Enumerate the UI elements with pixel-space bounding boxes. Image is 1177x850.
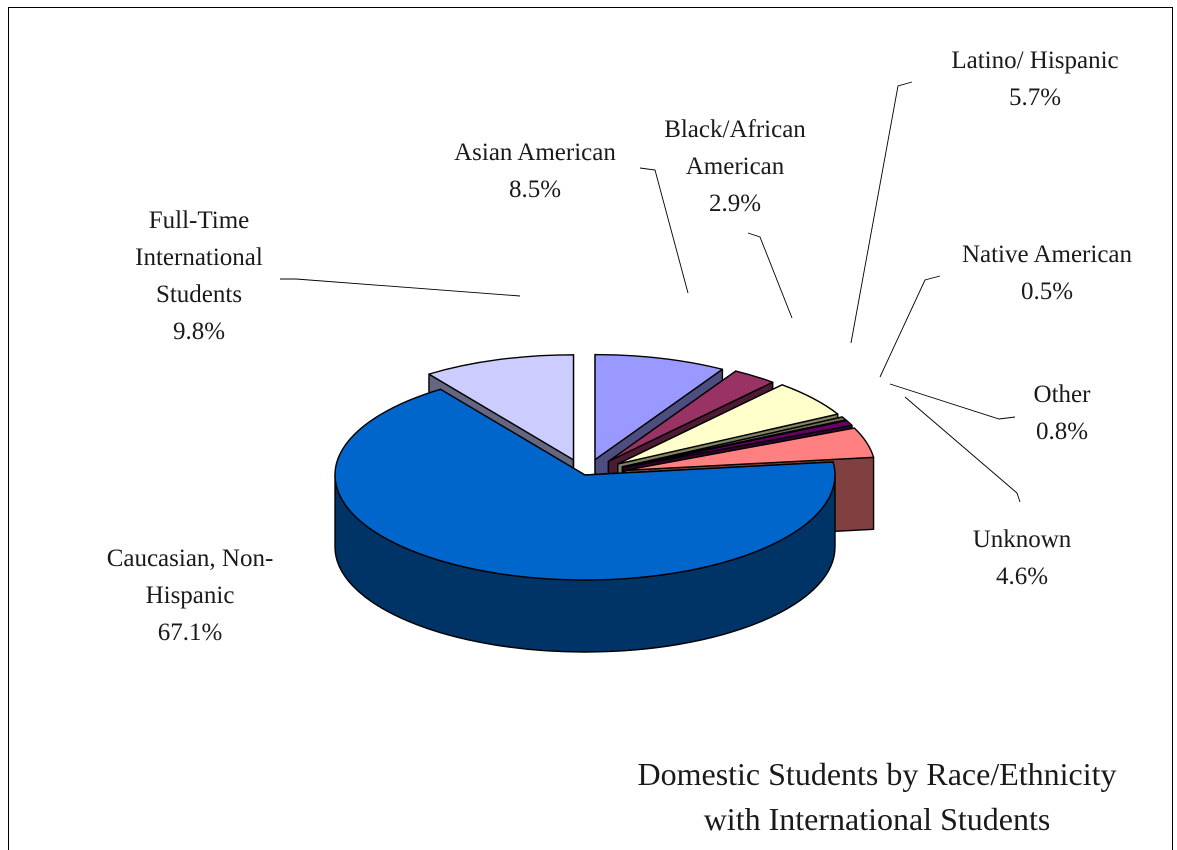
pie-labels: Asian American 8.5% Black/African American 2… bbox=[107, 47, 1133, 646]
slice-1-category-label: American bbox=[686, 153, 785, 180]
chart-title: Domestic Students by Race/Ethnicity with … bbox=[637, 756, 1116, 837]
slice-7-category-label: International bbox=[135, 244, 263, 271]
slice-0-category-label: Asian American bbox=[454, 139, 616, 166]
slice-3-value-label: 0.5% bbox=[1021, 278, 1073, 305]
slice-7-label: Full-Time International Students 9.8% bbox=[135, 207, 263, 345]
slice-2-label: Latino/ Hispanic 5.7% bbox=[951, 47, 1118, 111]
slice-5-value-label: 4.6% bbox=[996, 563, 1048, 590]
slice-4-leader-line bbox=[889, 383, 1016, 420]
slice-3-leader-line bbox=[879, 275, 941, 378]
slice-0-top bbox=[594, 353, 724, 461]
slice-3-label: Native American 0.5% bbox=[962, 241, 1133, 305]
slice-7-value-label: 9.8% bbox=[173, 318, 225, 345]
slice-6-category-label: Caucasian, Non- bbox=[107, 545, 274, 572]
slice-0-leader-line bbox=[639, 167, 689, 294]
chart-title-line: with International Students bbox=[704, 801, 1051, 837]
slice-2-category-label: Latino/ Hispanic bbox=[951, 47, 1118, 74]
slice-4-top bbox=[622, 419, 853, 469]
slice-1-leader-line bbox=[747, 232, 793, 319]
slice-4-category-label: Other bbox=[1034, 381, 1092, 408]
chart-title-line: Domestic Students by Race/Ethnicity bbox=[637, 756, 1116, 792]
slice-5-leader-line bbox=[904, 396, 1021, 503]
slice-4-label: Other 0.8% bbox=[1034, 381, 1092, 445]
slice-5-top bbox=[624, 427, 875, 472]
slice-0-value-label: 8.5% bbox=[509, 176, 561, 203]
slice-7-category-label: Full-Time bbox=[149, 207, 250, 234]
slice-2-value-label: 5.7% bbox=[1009, 84, 1061, 111]
slice-7-category-label: Students bbox=[156, 281, 242, 308]
slice-2-leader-line bbox=[850, 81, 913, 344]
slice-1-value-label: 2.9% bbox=[709, 190, 761, 217]
pie-tops bbox=[334, 353, 875, 581]
slice-1-top bbox=[607, 370, 774, 463]
slice-1-label: Black/African American 2.9% bbox=[664, 116, 806, 217]
chart-frame bbox=[8, 7, 1173, 850]
slice-4-value-label: 0.8% bbox=[1036, 418, 1088, 445]
slice-6-category-label: Hispanic bbox=[146, 582, 235, 609]
slice-3-category-label: Native American bbox=[962, 241, 1133, 268]
slice-1-category-label: Black/African bbox=[664, 116, 806, 143]
slice-3-top bbox=[621, 416, 847, 468]
slice-2-top bbox=[617, 384, 839, 465]
slice-7-leader-line bbox=[280, 278, 521, 297]
slice-6-label: Caucasian, Non- Hispanic 67.1% bbox=[107, 545, 274, 646]
slice-6-value-label: 67.1% bbox=[158, 619, 223, 646]
slice-7-top bbox=[428, 354, 575, 461]
slice-6-top bbox=[334, 388, 836, 581]
slice-0-label: Asian American 8.5% bbox=[454, 139, 616, 203]
slice-5-category-label: Unknown bbox=[973, 526, 1072, 553]
slice-5-label: Unknown 4.6% bbox=[973, 526, 1072, 590]
